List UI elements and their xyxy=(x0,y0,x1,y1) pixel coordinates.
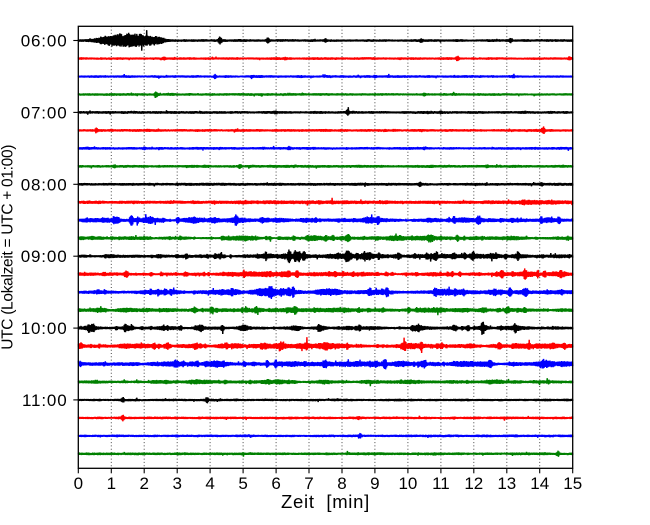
svg-text:11:00: 11:00 xyxy=(22,391,68,410)
svg-text:7: 7 xyxy=(304,474,313,493)
svg-text:06:00: 06:00 xyxy=(21,32,68,51)
svg-text:0: 0 xyxy=(74,474,83,493)
svg-text:4: 4 xyxy=(205,474,214,493)
svg-text:5: 5 xyxy=(238,474,247,493)
svg-text:14: 14 xyxy=(530,474,549,493)
svg-text:8: 8 xyxy=(337,474,346,493)
svg-text:6: 6 xyxy=(271,474,280,493)
svg-text:11: 11 xyxy=(432,474,450,493)
svg-text:10: 10 xyxy=(398,474,417,493)
svg-text:09:00: 09:00 xyxy=(21,247,68,266)
svg-text:08:00: 08:00 xyxy=(21,175,68,194)
svg-text:07:00: 07:00 xyxy=(21,103,68,122)
svg-text:13: 13 xyxy=(497,474,516,493)
svg-text:9: 9 xyxy=(370,474,379,493)
svg-text:3: 3 xyxy=(172,474,181,493)
svg-text:12: 12 xyxy=(464,474,483,493)
svg-text:10:00: 10:00 xyxy=(21,319,68,338)
svg-text:2: 2 xyxy=(139,474,148,493)
svg-text:Zeit [min]: Zeit [min] xyxy=(281,491,370,512)
svg-text:15: 15 xyxy=(563,474,582,493)
svg-text:1: 1 xyxy=(107,474,116,493)
svg-text:UTC (Lokalzeit = UTC + 01:00): UTC (Lokalzeit = UTC + 01:00) xyxy=(0,145,17,350)
